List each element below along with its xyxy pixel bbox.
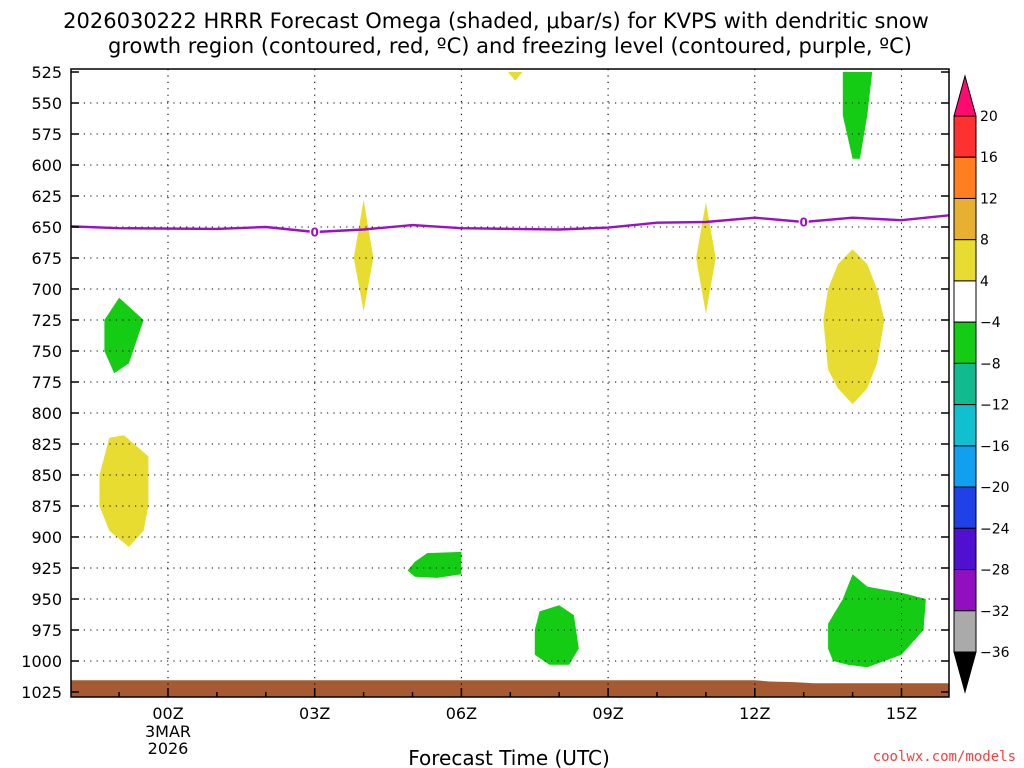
omega-region-yellow-04z-675	[353, 199, 374, 312]
omega-region-green-08z-975	[534, 605, 579, 665]
colorbar-swatch	[953, 362, 977, 406]
y-tick-label: 950	[31, 590, 62, 609]
colorbar-level-label: −16	[980, 439, 1010, 455]
colorbar-level-label: −12	[980, 398, 1010, 414]
colorbar-level-label: 16	[980, 150, 998, 166]
omega-region-yellow-11z-675	[696, 202, 716, 314]
y-tick-label: 675	[31, 249, 62, 268]
colorbar-swatch	[953, 197, 977, 241]
y-tick-label: 900	[31, 528, 62, 547]
colorbar-level-label: 8	[980, 233, 989, 249]
colorbar-level-label: −36	[980, 645, 1010, 661]
colorbar-level-label: −8	[980, 356, 1001, 372]
omega-region-yellow-left-855	[99, 435, 149, 547]
colorbar-level-label: −32	[980, 604, 1010, 620]
y-tick-label: 1000	[21, 652, 62, 671]
freezing-label-bg	[309, 224, 320, 239]
x-axis-label: Forecast Time (UTC)	[408, 746, 610, 768]
omega-region-green-14z-975	[828, 574, 926, 668]
y-tick-label: 650	[31, 218, 62, 237]
colorbar-swatch	[953, 321, 977, 364]
y-tick-label: 750	[31, 342, 62, 361]
y-tick-label: 1025	[21, 683, 62, 702]
colorbar-swatch	[953, 115, 977, 158]
chart-title-line-1: 2026030222 HRRR Forecast Omega (shaded, …	[63, 9, 929, 33]
y-tick-label: 575	[31, 125, 62, 144]
omega-shaded-regions	[99, 72, 926, 668]
y-tick-label: 700	[31, 280, 62, 299]
y-axis-ticks: 525 550 575 600 625 650 675 700 725 750 775 800 825 8…	[21, 63, 949, 702]
colorbar-level-label: −24	[980, 521, 1010, 537]
omega-region-green-top-right	[842, 72, 873, 159]
colorbar-swatch	[953, 486, 977, 529]
freezing-level-label: 0	[311, 225, 319, 239]
x-axis-ticks: 00Z 03Z 06Z 09Z 12Z 15Z	[118, 688, 917, 723]
y-tick-label: 525	[31, 63, 62, 82]
y-tick-label: 800	[31, 404, 62, 423]
freezing-level-label: 0	[800, 216, 808, 230]
plot-frame	[70, 68, 950, 698]
y-tick-label: 775	[31, 373, 62, 392]
x-tick-label: 09Z	[592, 704, 623, 723]
colorbar-level-label: −28	[980, 563, 1010, 579]
date-label-year: 2026	[148, 739, 189, 758]
colorbar-swatch	[953, 280, 977, 323]
colorbar-level-label: −4	[980, 315, 1001, 331]
y-tick-label: 725	[31, 311, 62, 330]
terrain-ground	[71, 680, 949, 697]
y-tick-label: 875	[31, 497, 62, 516]
colorbar: 20 16 12 8 4 −4 −8 −12 −16 −20 −24 −28 −32 −36	[953, 74, 1010, 694]
colorbar-swatch	[953, 404, 977, 447]
x-tick-label: 03Z	[299, 704, 330, 723]
x-tick-label: 15Z	[886, 704, 917, 723]
omega-region-green-left-725	[104, 297, 144, 374]
colorbar-level-label: 4	[980, 274, 989, 290]
omega-region-yellow-14z-730	[823, 249, 885, 405]
colorbar-level-label: −20	[980, 480, 1010, 496]
y-tick-label: 975	[31, 621, 62, 640]
credit-text: coolwx.com/models	[873, 749, 1016, 765]
colorbar-swatch	[953, 445, 977, 488]
x-tick-label: 00Z	[152, 704, 183, 723]
y-tick-label: 550	[31, 94, 62, 113]
colorbar-level-label: 12	[980, 191, 998, 207]
colorbar-swatch	[953, 651, 977, 694]
x-tick-label: 12Z	[739, 704, 770, 723]
colorbar-swatch	[953, 74, 977, 117]
omega-region-green-05z-925	[407, 551, 462, 578]
x-tick-label: 06Z	[446, 704, 477, 723]
colorbar-level-label: 20	[980, 109, 998, 125]
terrain-fill	[71, 680, 949, 697]
omega-region-yellow-top-mid	[507, 72, 523, 81]
colorbar-swatch	[953, 610, 977, 653]
y-tick-label: 925	[31, 559, 62, 578]
freezing-level-contour: 00	[71, 214, 949, 239]
date-label-month: 3MAR	[145, 722, 191, 741]
grid-lines	[71, 69, 949, 697]
colorbar-swatch	[953, 569, 977, 612]
y-tick-label: 825	[31, 435, 62, 454]
freezing-label-bg	[798, 215, 809, 230]
y-tick-label: 625	[31, 187, 62, 206]
freezing-level-line	[71, 214, 949, 234]
colorbar-swatch	[953, 239, 977, 282]
colorbar-swatch	[953, 156, 977, 199]
colorbar-swatch	[953, 527, 977, 571]
y-tick-label: 600	[31, 156, 62, 175]
y-tick-label: 850	[31, 466, 62, 485]
chart-title-line-2: growth region (contoured, red, ºC) and f…	[108, 34, 912, 58]
